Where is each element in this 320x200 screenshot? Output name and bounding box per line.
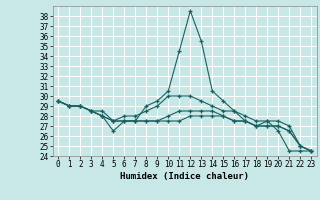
X-axis label: Humidex (Indice chaleur): Humidex (Indice chaleur) [120, 172, 249, 181]
